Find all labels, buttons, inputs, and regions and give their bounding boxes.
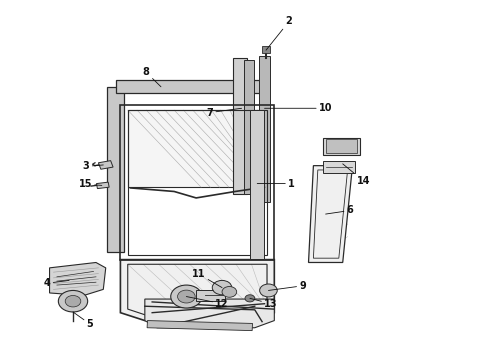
Text: 6: 6 xyxy=(326,206,353,216)
Polygon shape xyxy=(250,110,264,259)
Bar xyxy=(262,45,270,53)
Text: 9: 9 xyxy=(269,281,306,291)
Polygon shape xyxy=(244,60,254,194)
Text: 13: 13 xyxy=(250,298,278,309)
Polygon shape xyxy=(107,87,124,252)
Polygon shape xyxy=(49,262,106,296)
Circle shape xyxy=(260,284,277,297)
Polygon shape xyxy=(145,299,274,328)
Bar xyxy=(323,138,360,155)
Text: 15: 15 xyxy=(78,179,102,189)
Polygon shape xyxy=(116,80,260,93)
Polygon shape xyxy=(147,320,252,330)
Text: 1: 1 xyxy=(257,179,295,189)
Polygon shape xyxy=(259,56,270,202)
Bar xyxy=(196,290,225,301)
Bar xyxy=(326,139,357,153)
Circle shape xyxy=(65,296,81,307)
Polygon shape xyxy=(97,182,109,189)
Text: 5: 5 xyxy=(73,312,94,329)
Text: 10: 10 xyxy=(265,103,332,113)
Text: 7: 7 xyxy=(206,108,242,118)
Text: 3: 3 xyxy=(83,161,103,171)
Circle shape xyxy=(245,295,255,302)
Circle shape xyxy=(222,287,237,297)
Polygon shape xyxy=(128,110,267,187)
Polygon shape xyxy=(233,58,247,194)
Circle shape xyxy=(58,291,88,312)
Bar xyxy=(323,161,355,173)
Polygon shape xyxy=(309,166,352,262)
Text: 14: 14 xyxy=(343,164,370,186)
Text: 4: 4 xyxy=(44,278,69,288)
Text: 8: 8 xyxy=(143,67,161,87)
Polygon shape xyxy=(121,260,274,320)
Text: 11: 11 xyxy=(192,269,222,288)
Text: 12: 12 xyxy=(186,297,229,309)
Circle shape xyxy=(171,285,202,308)
Circle shape xyxy=(212,280,232,295)
Polygon shape xyxy=(98,161,113,169)
Circle shape xyxy=(177,290,195,303)
Text: 2: 2 xyxy=(266,17,293,50)
